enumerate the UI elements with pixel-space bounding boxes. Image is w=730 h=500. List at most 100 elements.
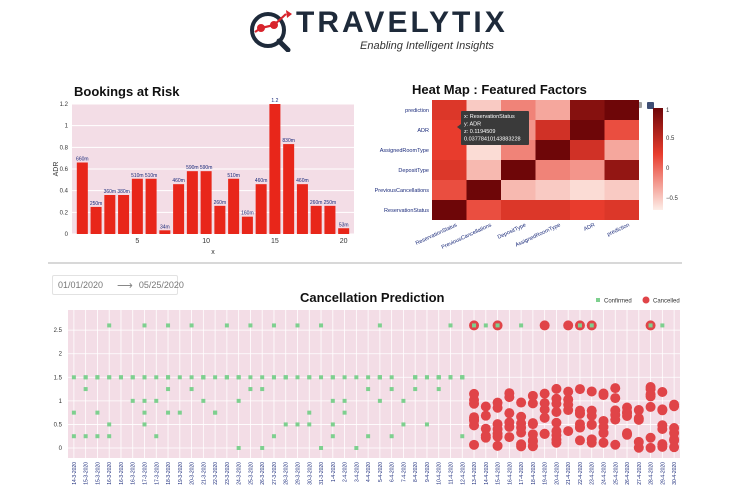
confirmed-point [330,375,335,380]
heatmap-cell [570,140,605,160]
x-tick-label: 12-4-2020 [460,462,466,485]
cancelled-point [539,388,550,399]
confirmed-point [354,446,359,450]
confirmed-point [295,375,300,380]
legend-confirmed-marker [596,298,600,302]
heatmap-cell [604,100,639,120]
confirmed-point [201,375,206,380]
x-tick-label: 21-4-2020 [566,462,572,485]
travelytix-logo-icon [250,10,292,52]
confirmed-point [319,375,324,380]
confirmed-point [107,323,112,328]
heatmap-cell [501,160,536,180]
x-tick-label: 14-3-2020 [72,462,78,485]
heatmap-y-label: DepositType [398,168,429,174]
y-tick-label: 0.4 [60,189,69,195]
confirmed-point [248,387,253,392]
bar-data-label: 260m [310,200,323,206]
confirmed-point [307,422,312,427]
y-tick-label: 1 [65,124,69,130]
cancelled-point [563,386,574,397]
confirmed-point [154,375,159,380]
heatmap-cell [535,100,570,120]
confirmed-point [166,387,171,392]
start-date-input[interactable]: 01/01/2020 [58,280,104,290]
confirmed-point [401,398,406,403]
x-tick-label: 15-3-2020 [95,462,101,485]
tooltip-text: z: 0.1194509 [464,129,495,135]
confirmed-point [319,323,324,328]
confirmed-point [436,387,441,392]
confirmed-point [295,323,300,328]
confirmed-point [330,422,335,427]
bar-data-label: 34m [160,224,170,230]
confirmed-point [483,323,488,328]
x-tick-label: 17-3-2020 [154,462,160,485]
tooltip-text: y: ADR [464,122,481,128]
cancelled-point [527,398,538,409]
bar-data-label: 510m [131,173,144,179]
plotly-logo-icon[interactable] [647,101,654,109]
cancelled-point [504,417,515,428]
cancelled-point [633,436,644,447]
cancelled-point [492,397,503,408]
x-tick-label: 25-4-2020 [613,462,619,485]
cancelled-point [480,401,491,412]
heatmap-cell [604,200,639,220]
cancelled-point [657,387,668,398]
heatmap-y-label: prediction [405,108,429,114]
cancelled-point [610,439,621,450]
cancelled-point [527,441,538,452]
cancelled-point [551,426,562,437]
bar-data-label: 260m [214,200,227,206]
confirmed-point [189,375,194,380]
heatmap-cell [432,160,467,180]
confirmed-point [366,434,371,439]
cancelled-point [610,393,621,404]
cancelled-point [469,398,480,409]
x-tick-label: 15 [271,238,279,245]
heatmap-cell [570,100,605,120]
x-tick-label: 25-3-2020 [248,462,254,485]
date-range-picker[interactable]: 01/01/2020 ⟶ 05/25/2020 [52,275,184,295]
x-tick-label: 23-3-2020 [225,462,231,485]
confirmed-point [83,387,88,392]
heatmap-cell [466,200,501,220]
cancelled-point [563,426,574,437]
confirmed-point [424,375,429,380]
bar [214,205,226,234]
cancelled-point [645,401,656,412]
confirmed-point [236,375,241,380]
x-tick-label: 17-3-2020 [143,462,149,485]
confirmed-point [519,323,524,328]
bar [269,104,281,234]
x-tick-label: 27-4-2020 [637,462,643,485]
cancelled-point [657,404,668,415]
bar [200,171,212,234]
end-date-input[interactable]: 05/25/2020 [138,280,184,290]
cancelled-point [669,423,680,434]
x-tick-label: 26-4-2020 [625,462,631,485]
cancelled-point [574,419,585,430]
legend-cancelled-marker [642,296,650,304]
confirmed-point [142,422,147,427]
x-tick-label: 30-4-2020 [672,462,678,485]
y-tick-label: 0.5 [54,422,63,428]
confirmed-point [460,434,465,439]
x-tick-label: 15-4-2020 [496,462,502,485]
confirmed-point [71,375,76,380]
heatmap-cell [501,200,536,220]
cancelled-point [516,411,527,422]
x-tick-label: 20-3-2020 [190,462,196,485]
cancelled-point [469,388,480,399]
bar-data-label: 510m [227,173,240,179]
heatmap-y-label: ADR [417,128,429,134]
confirmed-point [95,410,100,415]
section-divider [48,262,682,264]
bar [90,206,102,234]
y-tick-label: 1 [59,399,63,405]
x-tick-label: 11-4-2020 [449,462,455,485]
confirmed-point [224,323,229,328]
bar [145,178,157,234]
confirmed-point [260,446,265,450]
